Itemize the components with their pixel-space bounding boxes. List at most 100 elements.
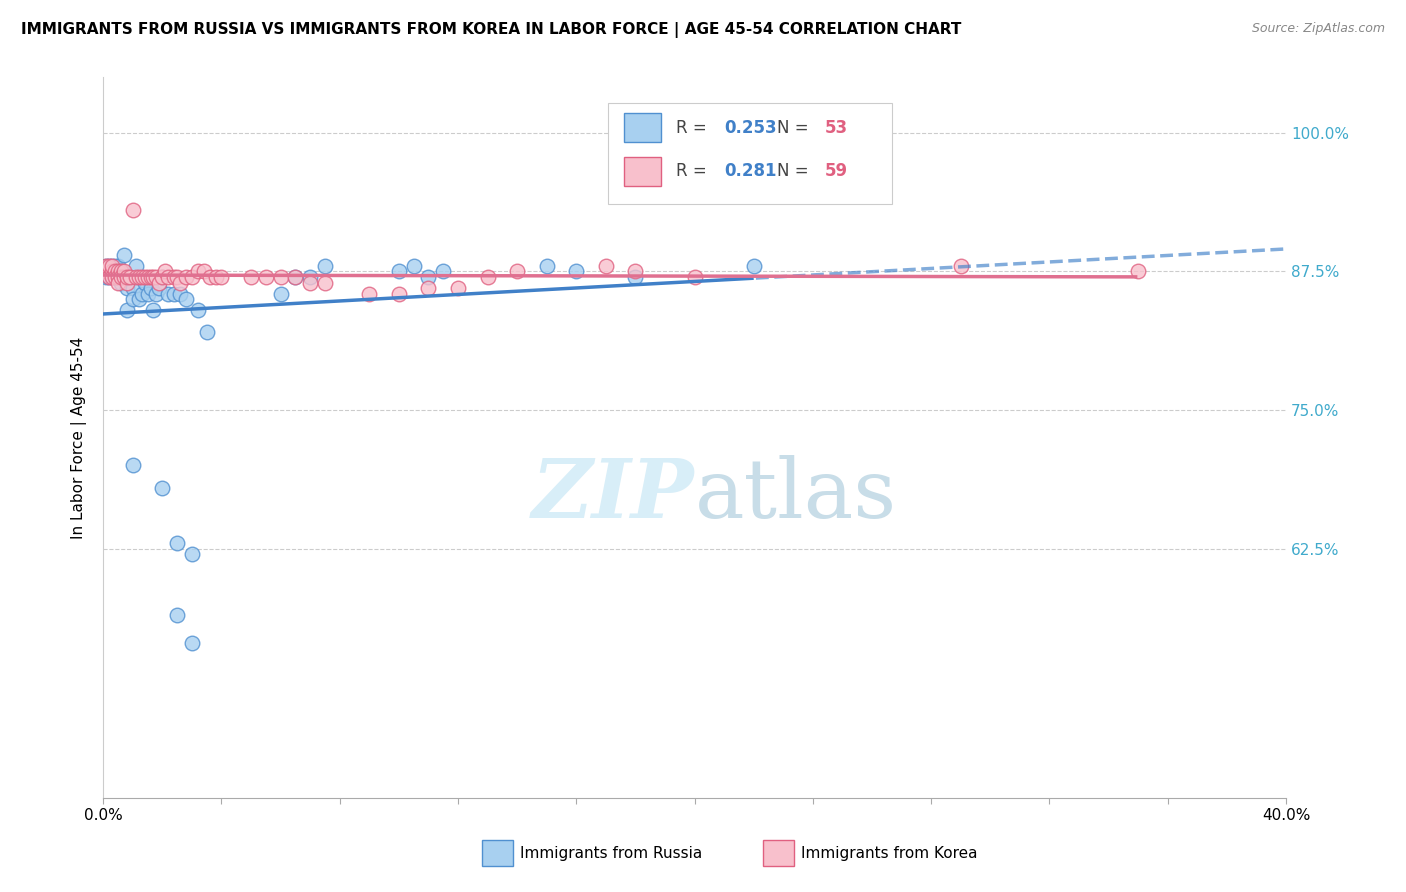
Point xyxy=(101,264,124,278)
Point xyxy=(163,286,186,301)
Point xyxy=(131,270,153,285)
Point xyxy=(565,264,588,278)
Point xyxy=(121,203,143,218)
Point xyxy=(169,286,191,301)
Point xyxy=(98,259,121,273)
Point xyxy=(98,259,121,273)
Point xyxy=(134,270,156,285)
Point xyxy=(359,286,381,301)
Point xyxy=(110,276,132,290)
Point xyxy=(96,259,118,273)
Point xyxy=(150,481,173,495)
Point xyxy=(110,264,132,278)
Text: 53: 53 xyxy=(825,119,848,136)
FancyBboxPatch shape xyxy=(624,157,661,186)
Point xyxy=(121,281,143,295)
Point xyxy=(145,270,167,285)
Point xyxy=(112,270,135,285)
Point xyxy=(96,270,118,285)
Point xyxy=(96,264,118,278)
FancyBboxPatch shape xyxy=(624,113,661,143)
Point xyxy=(107,259,129,273)
Point xyxy=(624,264,647,278)
Point xyxy=(98,270,121,285)
Point xyxy=(742,259,765,273)
Text: Immigrants from Korea: Immigrants from Korea xyxy=(801,847,979,861)
Text: 59: 59 xyxy=(825,162,848,180)
Point xyxy=(107,270,129,285)
Text: atlas: atlas xyxy=(695,456,897,535)
Text: N =: N = xyxy=(778,162,814,180)
Point xyxy=(270,286,292,301)
Point xyxy=(314,276,336,290)
Point xyxy=(180,270,202,285)
Point xyxy=(150,270,173,285)
Point xyxy=(104,270,127,285)
Point xyxy=(125,259,148,273)
Point xyxy=(107,264,129,278)
Y-axis label: In Labor Force | Age 45-54: In Labor Force | Age 45-54 xyxy=(72,336,87,539)
Point xyxy=(107,276,129,290)
Point xyxy=(388,286,411,301)
Text: Immigrants from Russia: Immigrants from Russia xyxy=(520,847,703,861)
Point xyxy=(418,270,440,285)
Point xyxy=(193,264,215,278)
Point xyxy=(101,264,124,278)
Point xyxy=(1126,264,1149,278)
Point xyxy=(187,264,209,278)
Point xyxy=(477,270,499,285)
Point xyxy=(96,264,118,278)
Point xyxy=(447,281,470,295)
Point xyxy=(187,303,209,318)
Point xyxy=(240,270,263,285)
Point xyxy=(125,270,148,285)
Point xyxy=(121,292,143,306)
Point xyxy=(595,259,617,273)
Point xyxy=(104,264,127,278)
Point xyxy=(115,281,138,295)
Point xyxy=(110,270,132,285)
Point xyxy=(284,270,307,285)
Point xyxy=(131,286,153,301)
Point xyxy=(180,547,202,561)
Point xyxy=(388,264,411,278)
Text: R =: R = xyxy=(676,162,711,180)
Point xyxy=(142,270,165,285)
Point xyxy=(284,270,307,285)
Point xyxy=(118,270,141,285)
Point xyxy=(157,286,180,301)
Point xyxy=(139,281,162,295)
Point xyxy=(128,270,150,285)
Text: Source: ZipAtlas.com: Source: ZipAtlas.com xyxy=(1251,22,1385,36)
Point xyxy=(115,270,138,285)
Point xyxy=(134,276,156,290)
Point xyxy=(115,303,138,318)
Point xyxy=(96,259,118,273)
Point xyxy=(101,270,124,285)
Point xyxy=(536,259,558,273)
Point xyxy=(169,276,191,290)
Point xyxy=(148,276,170,290)
Text: R =: R = xyxy=(676,119,711,136)
Text: 0.253: 0.253 xyxy=(724,119,776,136)
Point xyxy=(402,259,425,273)
Point xyxy=(949,259,972,273)
Point xyxy=(136,286,159,301)
Point xyxy=(299,276,322,290)
Point xyxy=(107,270,129,285)
Point xyxy=(166,536,188,550)
Point xyxy=(104,264,127,278)
Point xyxy=(180,636,202,650)
Point xyxy=(624,270,647,285)
Point xyxy=(418,281,440,295)
FancyBboxPatch shape xyxy=(609,103,891,203)
Point xyxy=(112,248,135,262)
Point xyxy=(101,259,124,273)
Point xyxy=(270,270,292,285)
Text: IMMIGRANTS FROM RUSSIA VS IMMIGRANTS FROM KOREA IN LABOR FORCE | AGE 45-54 CORRE: IMMIGRANTS FROM RUSSIA VS IMMIGRANTS FRO… xyxy=(21,22,962,38)
Point xyxy=(115,276,138,290)
Point xyxy=(145,286,167,301)
Point xyxy=(506,264,529,278)
Point xyxy=(136,270,159,285)
Text: ZIP: ZIP xyxy=(531,456,695,535)
